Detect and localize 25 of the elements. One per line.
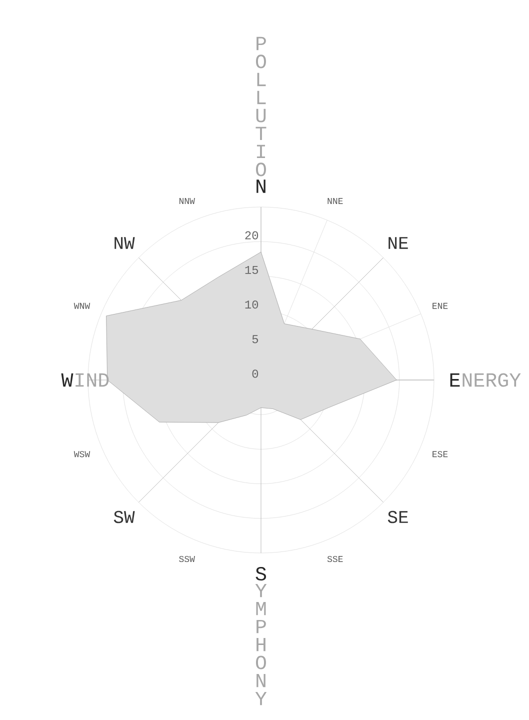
y-tick-label: 20 [245, 231, 258, 240]
spoke-label: E [450, 373, 460, 387]
spoke-label: SSE [327, 556, 343, 562]
spoke-label: NNE [328, 198, 343, 204]
spoke-label: W [61, 373, 74, 387]
spoke-label: N [256, 180, 266, 193]
y-tick-label: 10 [245, 300, 258, 309]
spoke-label: ENE [432, 302, 448, 309]
spoke-label: NNW [179, 198, 195, 204]
spoke-label: ESE [432, 451, 448, 458]
text: NERGY [462, 373, 521, 387]
text: IND [76, 373, 109, 387]
spoke-label: S [256, 566, 266, 581]
y-tick-label: 0 [252, 370, 258, 378]
spoke-label: NW [114, 237, 135, 249]
spoke-label: WSW [74, 451, 90, 458]
spoke-label: WNW [74, 302, 90, 309]
text: YMPHONY [255, 584, 267, 706]
y-tick-label: 15 [245, 266, 258, 274]
y-tick-label: 5 [252, 335, 258, 344]
spoke-label: SE [388, 510, 408, 524]
text: POLLUTIO [256, 36, 266, 176]
spoke-label: NE [388, 237, 408, 249]
spoke-label: SSW [179, 556, 195, 562]
spoke-label: SW [114, 510, 135, 524]
